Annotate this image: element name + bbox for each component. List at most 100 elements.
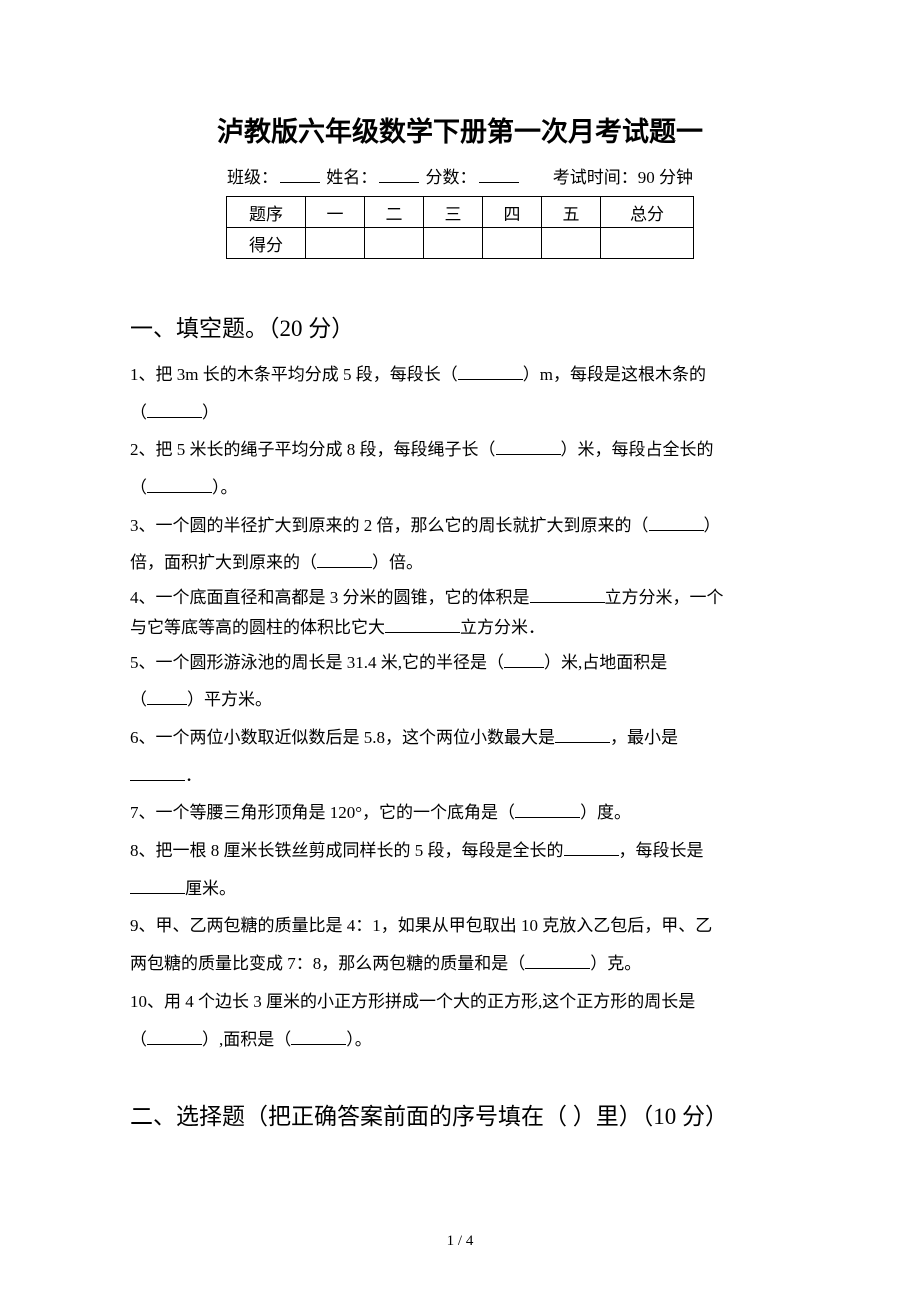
q-text: （ (130, 478, 147, 497)
fill-blank (130, 876, 185, 894)
section-1-header: 一、填空题。（20 分） (130, 309, 790, 343)
question-5: 5、一个圆形游泳池的周长是 31.4 米,它的半径是（ ）米,占地面积是 (130, 645, 790, 681)
q-text: 立方分米，一个 (605, 588, 724, 607)
q-text: 6、一个两位小数取近似数后是 5.8，这个两位小数最大是 (130, 728, 555, 747)
q-text: 4、一个底面直径和高都是 3 分米的圆锥，它的体积是 (130, 588, 530, 607)
q-text: 10、用 4 个边长 3 厘米的小正方形拼成一个大的正方形,这个正方形的周长是 (130, 992, 695, 1011)
q-text: 1、把 3m 长的木条平均分成 5 段，每段长（ (130, 365, 458, 384)
q-text: 3、一个圆的半径扩大到原来的 2 倍，那么它的周长就扩大到原来的（ (130, 516, 649, 535)
fill-blank (385, 615, 460, 633)
name-blank (379, 165, 419, 183)
q-text: ） (704, 516, 721, 535)
q-text: ）米,占地面积是 (544, 653, 667, 672)
student-info-line: 班级： 姓名： 分数： 考试时间：90 分钟 (130, 163, 790, 188)
question-3-cont: 倍，面积扩大到原来的（ ）倍。 (130, 545, 790, 581)
q-text: ）度。 (580, 803, 631, 822)
q-text: ）m，每段是这根木条的 (523, 365, 706, 384)
question-2: 2、把 5 米长的绳子平均分成 8 段，每段绳子长（ ）米，每段占全长的 (130, 432, 790, 468)
q-text: 8、把一根 8 厘米长铁丝剪成同样长的 5 段，每段是全长的 (130, 841, 564, 860)
score-cell (306, 228, 365, 259)
fill-blank (564, 838, 619, 856)
question-9-cont: 两包糖的质量比变成 7：8，那么两包糖的质量和是（ ）克。 (130, 946, 790, 982)
question-1-cont: （） (130, 395, 790, 431)
q-text: ）倍。 (372, 553, 423, 572)
q-text: 2、把 5 米长的绳子平均分成 8 段，每段绳子长（ (130, 440, 496, 459)
score-table: 题序 一 二 三 四 五 总分 得分 (226, 196, 694, 259)
q-text: ）。 (212, 478, 238, 497)
q-text: 立方分米． (460, 618, 545, 637)
fill-blank (458, 362, 523, 380)
question-10-cont: （ ）,面积是（ ）。 (130, 1022, 790, 1058)
q-text: ． (185, 766, 202, 785)
fill-blank (525, 951, 590, 969)
name-label: 姓名： (326, 168, 377, 187)
col-header: 总分 (601, 197, 694, 228)
col-header: 一 (306, 197, 365, 228)
fill-blank (147, 687, 187, 705)
class-label: 班级： (227, 168, 278, 187)
fill-blank (147, 1027, 202, 1045)
fill-blank (147, 400, 202, 418)
question-5-cont: （ ）平方米。 (130, 682, 790, 718)
q-text: ） (202, 403, 219, 422)
q-text: ）平方米。 (187, 690, 272, 709)
q-text: ，最小是 (610, 728, 678, 747)
score-cell (365, 228, 424, 259)
q-text: ）。 (346, 1030, 372, 1049)
q-text: ）米，每段占全长的 (561, 440, 714, 459)
fill-blank (555, 725, 610, 743)
col-header: 二 (365, 197, 424, 228)
score-label: 分数： (426, 168, 477, 187)
q-text: 5、一个圆形游泳池的周长是 31.4 米,它的半径是（ (130, 653, 504, 672)
q-text: （ (130, 403, 147, 422)
question-10: 10、用 4 个边长 3 厘米的小正方形拼成一个大的正方形,这个正方形的周长是 (130, 984, 790, 1020)
fill-blank (147, 475, 212, 493)
q-text: 厘米。 (185, 879, 236, 898)
q-text: ）,面积是（ (202, 1030, 291, 1049)
score-blank (479, 165, 519, 183)
question-3: 3、一个圆的半径扩大到原来的 2 倍，那么它的周长就扩大到原来的（ ） (130, 508, 790, 544)
exam-page: 泸教版六年级数学下册第一次月考试题一 班级： 姓名： 分数： 考试时间：90 分… (0, 0, 920, 1302)
q-text: （ (130, 1030, 147, 1049)
question-8: 8、把一根 8 厘米长铁丝剪成同样长的 5 段，每段是全长的 ，每段长是 (130, 833, 790, 869)
col-header: 三 (424, 197, 483, 228)
table-row: 得分 (227, 228, 694, 259)
score-cell (542, 228, 601, 259)
q-text: ）克。 (590, 954, 641, 973)
fill-blank (649, 513, 704, 531)
q-text: 与它等底等高的圆柱的体积比它大 (130, 618, 385, 637)
question-2-cont: （ ）。 (130, 470, 790, 506)
question-8-cont: 厘米。 (130, 871, 790, 907)
fill-blank (496, 437, 561, 455)
row-header: 得分 (227, 228, 306, 259)
page-title: 泸教版六年级数学下册第一次月考试题一 (130, 110, 790, 149)
score-cell (424, 228, 483, 259)
table-row: 题序 一 二 三 四 五 总分 (227, 197, 694, 228)
question-1: 1、把 3m 长的木条平均分成 5 段，每段长（ ）m，每段是这根木条的 (130, 357, 790, 393)
col-header: 五 (542, 197, 601, 228)
score-cell (483, 228, 542, 259)
q-text: 9、甲、乙两包糖的质量比是 4：1，如果从甲包取出 10 克放入乙包后，甲、乙 (130, 916, 712, 935)
fill-blank (291, 1027, 346, 1045)
question-6-cont: ． (130, 758, 790, 794)
question-7: 7、一个等腰三角形顶角是 120°，它的一个底角是（ ）度。 (130, 795, 790, 831)
q-text: （ (130, 690, 147, 709)
question-9: 9、甲、乙两包糖的质量比是 4：1，如果从甲包取出 10 克放入乙包后，甲、乙 (130, 908, 790, 944)
row-header: 题序 (227, 197, 306, 228)
question-4: 4、一个底面直径和高都是 3 分米的圆锥，它的体积是 立方分米，一个 与它等底等高… (130, 583, 790, 643)
score-cell (601, 228, 694, 259)
section-2-header: 二、选择题（把正确答案前面的序号填在（ ）里）（10 分） (130, 1097, 790, 1131)
fill-blank (504, 650, 544, 668)
fill-blank (317, 550, 372, 568)
col-header: 四 (483, 197, 542, 228)
exam-time: 考试时间：90 分钟 (553, 168, 693, 187)
page-number: 1 / 4 (0, 1233, 920, 1250)
q-text: 7、一个等腰三角形顶角是 120°，它的一个底角是（ (130, 803, 515, 822)
q-text: 倍，面积扩大到原来的（ (130, 553, 317, 572)
question-6: 6、一个两位小数取近似数后是 5.8，这个两位小数最大是 ，最小是 (130, 720, 790, 756)
q-text: ，每段长是 (619, 841, 704, 860)
fill-blank (130, 763, 185, 781)
class-blank (280, 165, 320, 183)
fill-blank (530, 585, 605, 603)
q-text: 两包糖的质量比变成 7：8，那么两包糖的质量和是（ (130, 954, 525, 973)
